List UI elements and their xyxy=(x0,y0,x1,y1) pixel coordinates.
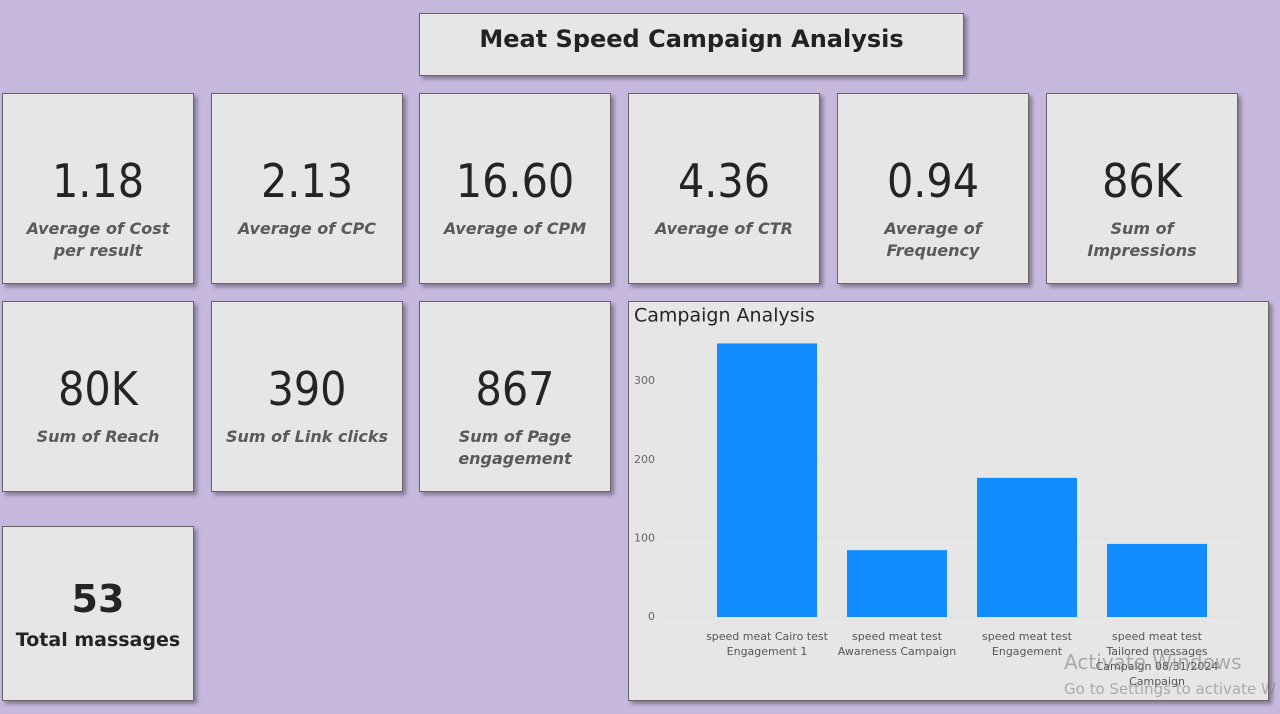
card-value: 0.94 xyxy=(886,154,980,208)
bar xyxy=(977,477,1077,617)
kpi-card: 867 Sum of Page engagement xyxy=(419,301,611,492)
card-value: 53 xyxy=(71,577,125,621)
card-value: 86K xyxy=(1102,154,1182,208)
card-label: Total massages xyxy=(15,629,181,651)
card-value: 390 xyxy=(267,362,347,416)
card-value: 80K xyxy=(58,362,138,416)
card-label: Sum of Reach xyxy=(36,427,160,446)
x-tick-label: speed meat Cairo test Engagement 1 xyxy=(706,630,828,658)
card-label: Average of Cost per result xyxy=(26,219,170,260)
chart-title: Campaign Analysis xyxy=(634,305,815,327)
card-value: 2.13 xyxy=(260,154,354,208)
watermark: Activate Windows xyxy=(1064,650,1242,674)
card-label: Sum of Link clicks xyxy=(225,427,389,446)
card-label: Average of CPM xyxy=(443,219,587,238)
card-label: Average of Frequency xyxy=(884,219,982,260)
bar xyxy=(717,343,817,617)
dashboard-title: Meat Speed Campaign Analysis xyxy=(419,13,964,76)
kpi-card: 0.94 Average of Frequency xyxy=(837,93,1029,284)
card-value: 16.60 xyxy=(455,154,575,208)
card-label: Sum of Page engagement xyxy=(458,427,572,468)
card-label: Average of CTR xyxy=(655,219,793,238)
x-tick-label: speed meat test Engagement xyxy=(982,630,1072,658)
kpi-card: 80K Sum of Reach xyxy=(2,301,194,492)
card-value: 1.18 xyxy=(51,154,145,208)
watermark: Go to Settings to activate W xyxy=(1064,680,1276,698)
card-value: 4.36 xyxy=(677,154,771,208)
kpi-card: 2.13 Average of CPC xyxy=(211,93,403,284)
y-tick-label: 200 xyxy=(634,453,655,466)
kpi-card: 16.60 Average of CPM xyxy=(419,93,611,284)
bar xyxy=(847,550,947,617)
kpi-card: 86K Sum of Impressions xyxy=(1046,93,1238,284)
chart-panel: Campaign Analysis 0 100 200 300 speed meat … xyxy=(628,301,1269,701)
kpi-card: 1.18 Average of Cost per result xyxy=(2,93,194,284)
card-value: 867 xyxy=(475,362,555,416)
card-label: Sum of Impressions xyxy=(1087,219,1197,260)
bar xyxy=(1107,543,1207,617)
chart: Campaign Analysis 0 100 200 300 xyxy=(634,305,1242,623)
kpi-card: 390 Sum of Link clicks xyxy=(211,301,403,492)
total-card: 53 Total massages xyxy=(2,526,194,701)
y-tick-label: 100 xyxy=(634,531,655,544)
y-tick-label: 300 xyxy=(634,374,655,387)
card-label: Average of CPC xyxy=(237,219,377,238)
kpi-card: 4.36 Average of CTR xyxy=(628,93,820,284)
x-tick-label: speed meat test Tailored messages Campai… xyxy=(1095,630,1219,688)
y-tick-label: 0 xyxy=(648,610,655,623)
x-tick-label: speed meat test Awareness Campaign xyxy=(837,630,957,658)
